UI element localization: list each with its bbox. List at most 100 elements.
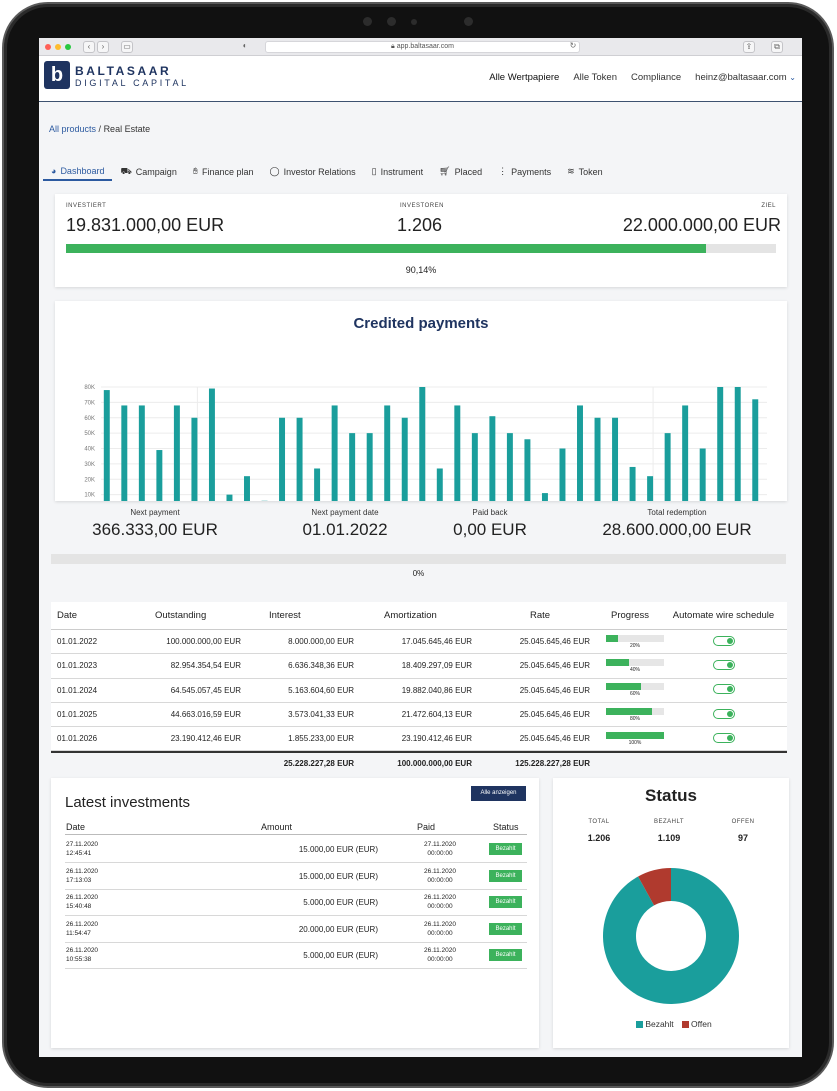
status-badge: Bezahlt	[489, 869, 522, 882]
paid-date-text: 26.11.2020	[423, 894, 457, 902]
tab-label: Payments	[511, 166, 552, 177]
chart-bar	[191, 417, 198, 501]
automate-toggle[interactable]	[712, 635, 735, 646]
breadcrumb-current: Real Estate	[103, 124, 151, 134]
tab-instrument[interactable]: ▯ Instrument	[364, 162, 431, 181]
sidebar-icon[interactable]: ▭	[121, 41, 133, 53]
automate-toggle[interactable]	[712, 659, 735, 670]
col-interest: Interest	[269, 610, 301, 621]
automate-toggle[interactable]	[712, 732, 735, 743]
row-rate: 25.045.645,46 EUR	[519, 637, 590, 647]
url-bar[interactable]: 🔒︎ app.baltasaar.com	[265, 41, 580, 53]
chart-bar	[629, 466, 636, 501]
row-rate: 25.045.645,46 EUR	[519, 710, 590, 720]
row-outstanding: 82.954.354,54 EUR	[170, 661, 241, 671]
back-icon[interactable]: ‹	[83, 41, 95, 53]
latest-investments-title: Latest investments	[65, 794, 191, 811]
latest-investments-card: Latest investments Alle anzeigen Date Am…	[51, 778, 539, 1048]
y-tick-label: 40K	[84, 447, 95, 453]
chart-bar	[752, 399, 759, 501]
automate-toggle[interactable]	[712, 708, 735, 719]
forward-icon[interactable]: ›	[97, 41, 109, 53]
investment-row[interactable]: 26.11.2020 15:40:48 5.000,00 EUR (EUR) 26.1…	[65, 889, 527, 917]
logo-icon[interactable]: b	[44, 61, 70, 89]
document-icon: ▯	[371, 166, 377, 176]
table-row: 01.01.2022 100.000.000,00 EUR 8.000.000,00…	[51, 630, 787, 655]
table-row: 01.01.2024 64.545.057,45 EUR 5.163.604,60 …	[51, 678, 787, 703]
share-icon[interactable]: ⇪	[743, 41, 755, 53]
hand-coin-icon: ✋︎	[192, 166, 198, 176]
row-interest: 6.636.348,36 EUR	[288, 661, 354, 671]
table-row: 01.01.2025 44.663.016,59 EUR 3.573.041,33 …	[51, 702, 787, 728]
nav-all-securities[interactable]: Alle Wertpapiere	[489, 72, 560, 83]
tab-campaign[interactable]: ⛟ Campaign	[112, 162, 184, 181]
y-tick-label: 30K	[84, 462, 95, 468]
privacy-shield-icon[interactable]: ◐	[242, 41, 248, 50]
col-date: Date	[66, 822, 86, 832]
progress-text: 80%	[629, 715, 640, 722]
chart-bar	[489, 416, 496, 501]
tab-label: Instrument	[380, 166, 424, 177]
row-progress: 80%	[590, 707, 664, 722]
user-menu[interactable]: heinz@baltasaar.com ⌄	[695, 72, 796, 83]
col-paid: Paid	[417, 822, 436, 832]
row-amortization: 17.045.645,46 EUR	[401, 637, 472, 647]
table-header: Date Outstanding Interest Amortization R…	[51, 602, 787, 630]
reload-icon[interactable]: ↻	[569, 41, 577, 50]
chart-bar	[296, 417, 303, 501]
investment-row[interactable]: 27.11.2020 12:45:41 15.000,00 EUR (EUR) 27.…	[65, 836, 527, 863]
row-automate	[660, 708, 787, 721]
automate-toggle[interactable]	[712, 684, 735, 695]
tab-token[interactable]: ≋ Token	[559, 162, 611, 181]
row-outstanding: 44.663.016,59 EUR	[170, 710, 241, 720]
date-text: 26.11.2020	[66, 867, 99, 875]
investors-value: 1.206	[397, 215, 443, 235]
table-row: 01.01.2026 23.190.412,46 EUR 1.855.233,00 …	[51, 727, 787, 752]
tab-finance-plan[interactable]: ✋︎ Finance plan	[185, 162, 262, 181]
tabs-overview-icon[interactable]: ⧉	[771, 41, 783, 53]
investment-amount: 15.000,00 EUR (EUR)	[298, 845, 378, 854]
tab-payments[interactable]: ⋮ Payments	[490, 162, 559, 181]
maximize-window-button[interactable]	[65, 44, 71, 50]
tab-label: Dashboard	[60, 165, 105, 176]
total-interest: 25.228.227,28 EUR	[283, 758, 354, 768]
status-badge: Bezahlt	[489, 922, 522, 935]
latest-investments-header: Date Amount Paid Status	[65, 821, 527, 835]
row-amortization: 18.409.297,09 EUR	[401, 661, 472, 671]
paid-time-text: 00:00:00	[427, 876, 453, 884]
tab-bar: ◕ Dashboard ⛟ Campaign ✋︎ Finance plan ◯ Inv…	[43, 162, 798, 181]
tab-investor-relations[interactable]: ◯ Investor Relations	[262, 162, 364, 181]
paid-back-value: 0,00 EUR	[453, 520, 527, 539]
funding-progress-text: 90,14%	[405, 265, 437, 275]
chart-bar	[436, 468, 443, 501]
row-interest: 5.163.604,60 EUR	[288, 685, 354, 695]
time-text: 12:45:41	[66, 850, 92, 857]
show-all-button[interactable]: Alle anzeigen	[471, 786, 526, 801]
row-interest: 8.000.000,00 EUR	[288, 637, 354, 647]
y-tick-label: 10K	[84, 493, 95, 499]
screen: ‹ › ▭ ◐ 🔒︎ app.baltasaar.com ↻ ⇪ ⧉ b BAL…	[39, 38, 802, 1057]
investment-row[interactable]: 26.11.2020 11:54:47 20.000,00 EUR (EUR) 26.…	[65, 916, 527, 943]
investment-paid: 26.11.2020 00:00:00	[417, 920, 463, 938]
breadcrumb-root[interactable]: All products	[49, 124, 97, 134]
funding-progress-fill	[66, 244, 706, 253]
progress-bar	[606, 683, 664, 691]
investment-date: 26.11.2020 15:40:48	[66, 893, 98, 911]
nav-all-tokens[interactable]: Alle Token	[573, 72, 617, 83]
row-progress: 100%	[590, 731, 664, 746]
nav-compliance[interactable]: Compliance	[630, 72, 682, 83]
brand-subtitle: DIGITAL CAPITAL	[75, 78, 189, 88]
paid-time-text: 00:00:00	[427, 850, 453, 857]
investment-amount: 15.000,00 EUR (EUR)	[298, 871, 378, 881]
close-window-button[interactable]	[45, 44, 51, 50]
chart-bar	[331, 405, 338, 501]
totals-row: 25.228.227,28 EUR 100.000.000,00 EUR 125…	[51, 751, 787, 774]
investment-row[interactable]: 26.11.2020 17:13:03 15.000,00 EUR (EUR) 26.…	[65, 863, 527, 890]
investment-amount: 5.000,00 EUR (EUR)	[303, 951, 378, 961]
tab-dashboard[interactable]: ◕ Dashboard	[43, 162, 113, 181]
minimize-window-button[interactable]	[55, 44, 61, 50]
chart-bar	[401, 417, 408, 501]
progress-text: 60%	[629, 691, 640, 698]
tab-placed[interactable]: 🛒︎ Placed	[431, 162, 490, 181]
investment-row[interactable]: 26.11.2020 10:55:38 5.000,00 EUR (EUR) 26.1…	[65, 942, 527, 970]
